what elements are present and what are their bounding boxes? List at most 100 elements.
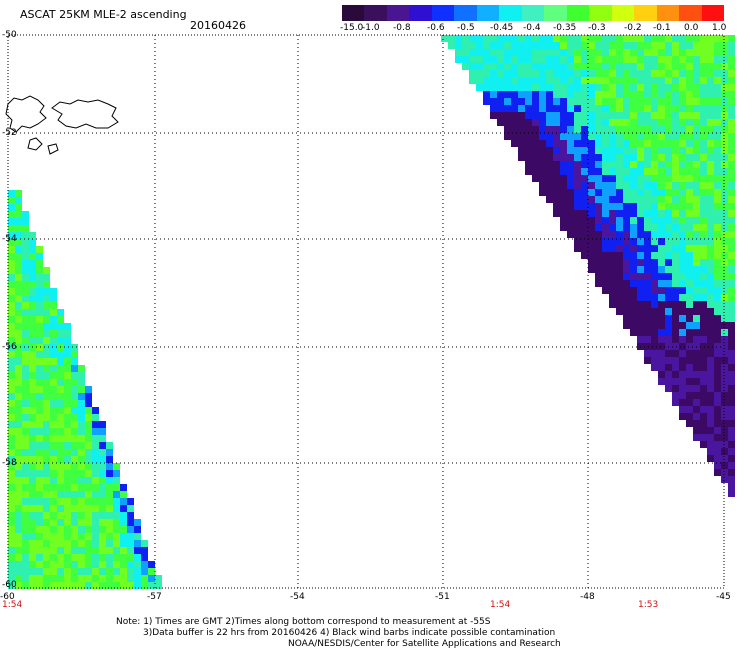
swath-cell xyxy=(707,364,714,371)
swath-cell xyxy=(483,42,490,49)
swath-cell xyxy=(483,49,490,56)
swath-cell xyxy=(127,526,134,533)
swath-cell xyxy=(700,91,707,98)
swath-cell xyxy=(574,189,581,196)
swath-cell xyxy=(588,147,595,154)
swath-cell xyxy=(490,98,497,105)
swath-cell xyxy=(36,519,43,526)
swath-cell xyxy=(616,35,623,42)
swath-cell xyxy=(700,168,707,175)
swath-cell xyxy=(707,119,714,126)
swath-cell xyxy=(714,105,721,112)
swath-cell xyxy=(721,119,728,126)
swath-cell xyxy=(518,49,525,56)
swath-cell xyxy=(29,267,36,274)
swath-cell xyxy=(85,540,92,547)
swath-cell xyxy=(43,372,50,379)
swath-cell xyxy=(113,547,120,554)
swath-cell xyxy=(92,463,99,470)
swath-cell xyxy=(644,273,651,280)
swath-cell xyxy=(658,70,665,77)
swath-cell xyxy=(560,175,567,182)
swath-cell xyxy=(476,63,483,70)
swath-cell xyxy=(728,70,735,77)
swath-cell xyxy=(560,98,567,105)
swath-cell xyxy=(644,217,651,224)
swath-cell xyxy=(539,133,546,140)
swath-cell xyxy=(651,112,658,119)
swath-cell xyxy=(99,526,106,533)
swath-cell xyxy=(728,84,735,91)
swath-cell xyxy=(609,259,616,266)
swath-cell xyxy=(651,350,658,357)
swath-cell xyxy=(679,413,686,420)
swath-cell xyxy=(700,413,707,420)
swath-cell xyxy=(700,77,707,84)
swath-cell xyxy=(8,337,15,344)
swath-cell xyxy=(609,49,616,56)
swath-cell xyxy=(609,161,616,168)
swath-cell xyxy=(623,168,630,175)
swath-cell xyxy=(651,126,658,133)
swath-cell xyxy=(50,400,57,407)
swath-cell xyxy=(602,280,609,287)
swath-cell xyxy=(672,91,679,98)
swath-cell xyxy=(43,575,50,582)
swath-cell xyxy=(630,91,637,98)
swath-cell xyxy=(721,371,728,378)
swath-cell xyxy=(651,35,658,42)
swath-cell xyxy=(700,245,707,252)
swath-cell xyxy=(679,357,686,364)
swath-cell xyxy=(665,161,672,168)
swath-cell xyxy=(707,49,714,56)
swath-cell xyxy=(581,168,588,175)
swath-cell xyxy=(497,91,504,98)
swath-cell xyxy=(36,554,43,561)
swath-cell xyxy=(595,119,602,126)
swath-cell xyxy=(22,533,29,540)
swath-cell xyxy=(50,435,57,442)
swath-cell xyxy=(700,350,707,357)
swath-cell xyxy=(546,42,553,49)
swath-cell xyxy=(43,505,50,512)
swath-cell xyxy=(574,42,581,49)
swath-cell xyxy=(672,175,679,182)
swath-cell xyxy=(679,175,686,182)
swath-cell xyxy=(71,393,78,400)
swath-cell xyxy=(721,140,728,147)
swath-cell xyxy=(511,140,518,147)
swath-cell xyxy=(658,287,665,294)
swath-cell xyxy=(50,288,57,295)
swath-cell xyxy=(57,309,64,316)
swath-cell xyxy=(672,224,679,231)
swath-cell xyxy=(728,203,735,210)
swath-cell xyxy=(616,63,623,70)
swath-cell xyxy=(700,378,707,385)
swath-cell xyxy=(15,267,22,274)
swath-cell xyxy=(99,561,106,568)
swath-cell xyxy=(693,91,700,98)
swath-cell xyxy=(29,491,36,498)
swath-cell xyxy=(567,105,574,112)
swath-cell xyxy=(721,161,728,168)
swath-cell xyxy=(679,84,686,91)
swath-cell xyxy=(714,217,721,224)
swath-cell xyxy=(707,280,714,287)
swath-cell xyxy=(651,168,658,175)
swath-cell xyxy=(693,140,700,147)
swath-cell xyxy=(64,498,71,505)
swath-cell xyxy=(609,245,616,252)
swath-cell xyxy=(43,288,50,295)
swath-cell xyxy=(609,168,616,175)
swath-cell xyxy=(483,63,490,70)
swath-cell xyxy=(504,112,511,119)
swath-cell xyxy=(532,140,539,147)
swath-cell xyxy=(36,491,43,498)
swath-cell xyxy=(64,386,71,393)
swath-cell xyxy=(700,182,707,189)
swath-cell xyxy=(8,218,15,225)
swath-cell xyxy=(707,322,714,329)
swath-cell xyxy=(693,308,700,315)
swath-cell xyxy=(721,385,728,392)
swath-cell xyxy=(595,273,602,280)
